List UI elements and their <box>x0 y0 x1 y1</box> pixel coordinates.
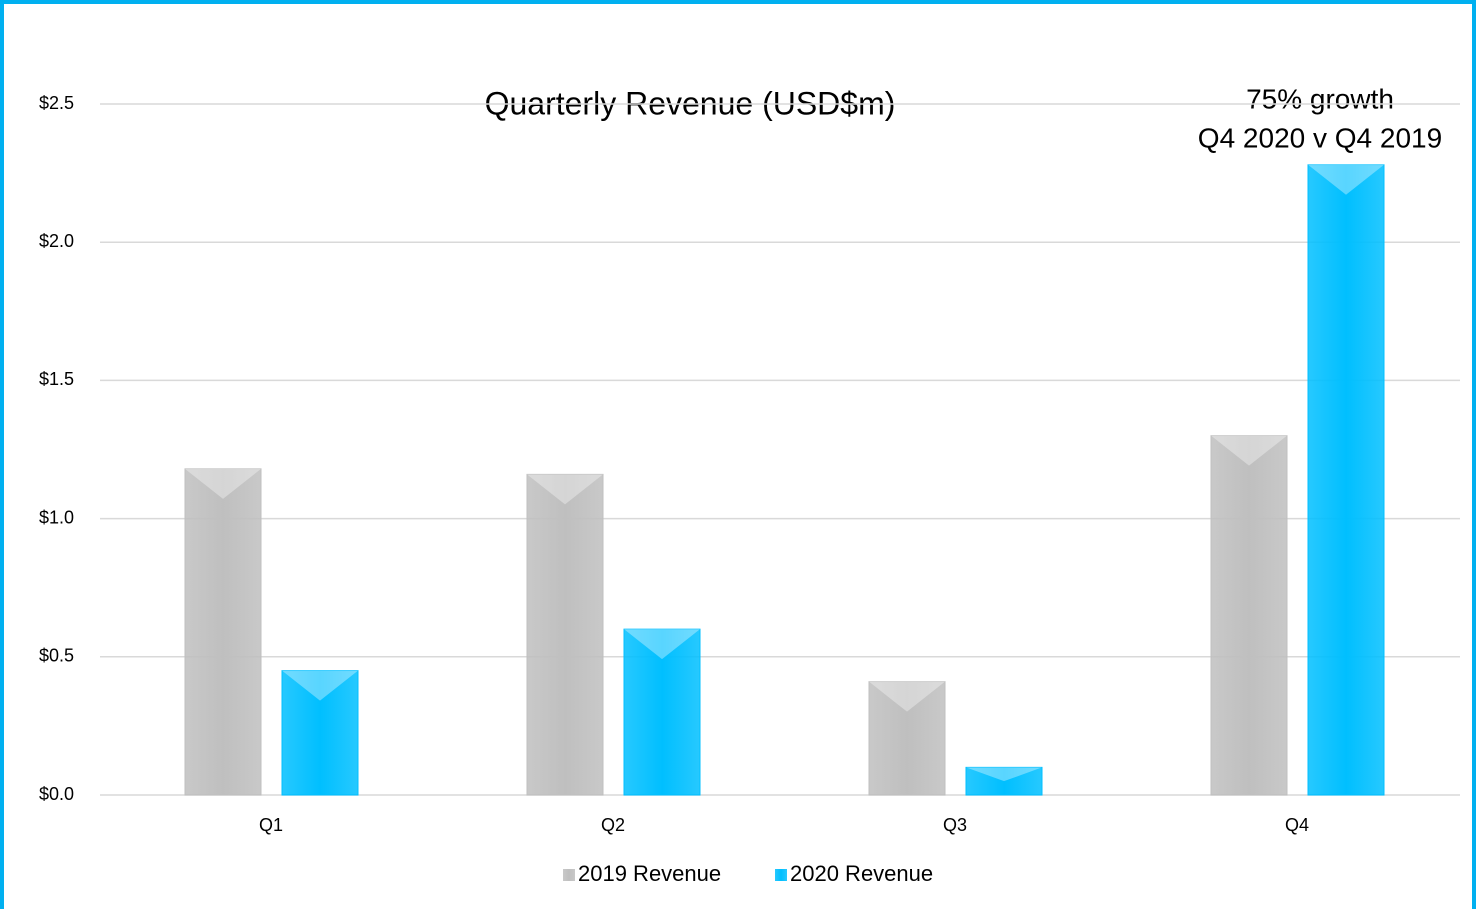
bar <box>526 473 604 796</box>
bar <box>281 670 359 796</box>
bar-bevel <box>282 670 358 701</box>
annotation: Q4 2020 v Q4 2019 <box>1198 122 1442 153</box>
y-tick-label: $0.5 <box>39 646 74 666</box>
x-tick-label: Q2 <box>601 815 625 835</box>
bar-bevel <box>527 474 603 505</box>
legend-label: 2020 Revenue <box>790 861 933 886</box>
bar-bevel <box>1308 164 1384 195</box>
legend-swatch <box>563 869 575 881</box>
y-tick-label: $1.0 <box>39 507 74 527</box>
x-tick-label: Q4 <box>1285 815 1309 835</box>
bar <box>868 681 946 796</box>
bar-bevel <box>1211 435 1287 466</box>
y-tick-label: $0.0 <box>39 784 74 804</box>
bar-bevel <box>869 681 945 712</box>
annotation: 75% growth <box>1246 83 1394 114</box>
bar-bevel <box>624 629 700 660</box>
legend-swatch <box>775 869 787 881</box>
bar-bevel <box>966 767 1042 782</box>
bar <box>1210 435 1288 796</box>
bar <box>623 628 701 796</box>
y-tick-label: $2.5 <box>39 93 74 113</box>
bar <box>184 468 262 796</box>
bar <box>965 766 1043 796</box>
y-tick-label: $1.5 <box>39 369 74 389</box>
bar-bevel <box>185 468 261 499</box>
y-tick-label: $2.0 <box>39 231 74 251</box>
x-tick-label: Q3 <box>943 815 967 835</box>
legend-label: 2019 Revenue <box>578 861 721 886</box>
bar <box>1307 164 1385 796</box>
x-tick-label: Q1 <box>259 815 283 835</box>
